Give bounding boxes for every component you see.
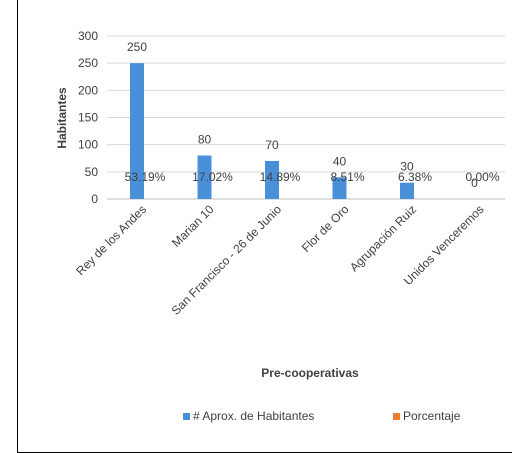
value-labels: 250 80 70 40 30 0 53.19% 17.02% 14.89% 8.51% 6.38%… — [125, 40, 500, 190]
bar — [197, 155, 212, 199]
percentage-label: 14.89% — [260, 170, 301, 184]
y-tick-label: 100 — [78, 138, 98, 152]
value-label: 30 — [400, 160, 414, 174]
value-label: 80 — [198, 133, 212, 147]
value-label: 0 — [471, 176, 478, 190]
x-tick-label: Agrupación Ruiz — [347, 202, 419, 274]
y-tick-label: 50 — [85, 165, 99, 179]
legend-item-porcentaje: Porcentaje — [393, 409, 460, 423]
percentage-label: 0.00% — [465, 170, 499, 184]
bar — [332, 177, 347, 199]
legend-item-habitantes: # Aprox. de Habitantes — [183, 409, 314, 423]
x-axis-label: Pre-cooperativas — [261, 366, 359, 380]
legend-swatch-porcentaje — [393, 412, 400, 420]
value-label: 250 — [127, 40, 147, 54]
legend-swatch-habitantes — [183, 412, 190, 420]
y-tick-label: 0 — [91, 192, 98, 206]
legend-label-porcentaje: Porcentaje — [403, 409, 461, 423]
bar — [130, 63, 144, 199]
value-label: 70 — [265, 138, 279, 152]
bar — [400, 182, 414, 199]
x-tick-label: Marian 10 — [169, 202, 217, 250]
percentage-label: 53.19% — [125, 170, 166, 184]
value-label: 40 — [333, 154, 347, 168]
percentage-label: 8.51% — [330, 170, 364, 184]
y-tick-label: 250 — [78, 56, 98, 70]
legend-label-habitantes: # Aprox. de Habitantes — [193, 409, 315, 423]
bars — [130, 63, 414, 199]
y-axis-label: Habitantes — [55, 87, 69, 149]
percentage-label: 6.38% — [398, 170, 432, 184]
y-tick-label: 300 — [78, 29, 98, 43]
x-tick-label: Flor de Oro — [299, 202, 352, 255]
y-tick-label: 200 — [78, 83, 98, 97]
gridlines — [107, 35, 505, 200]
percentage-label: 17.02% — [192, 170, 233, 184]
bar — [265, 160, 279, 199]
y-axis-ticks: 0 50 100 150 200 250 300 — [78, 29, 98, 206]
y-tick-label: 150 — [78, 111, 98, 125]
x-tick-label: Rey de los Andes — [73, 202, 149, 278]
x-tick-label: San Francisco - 26 de Junio — [169, 202, 285, 318]
